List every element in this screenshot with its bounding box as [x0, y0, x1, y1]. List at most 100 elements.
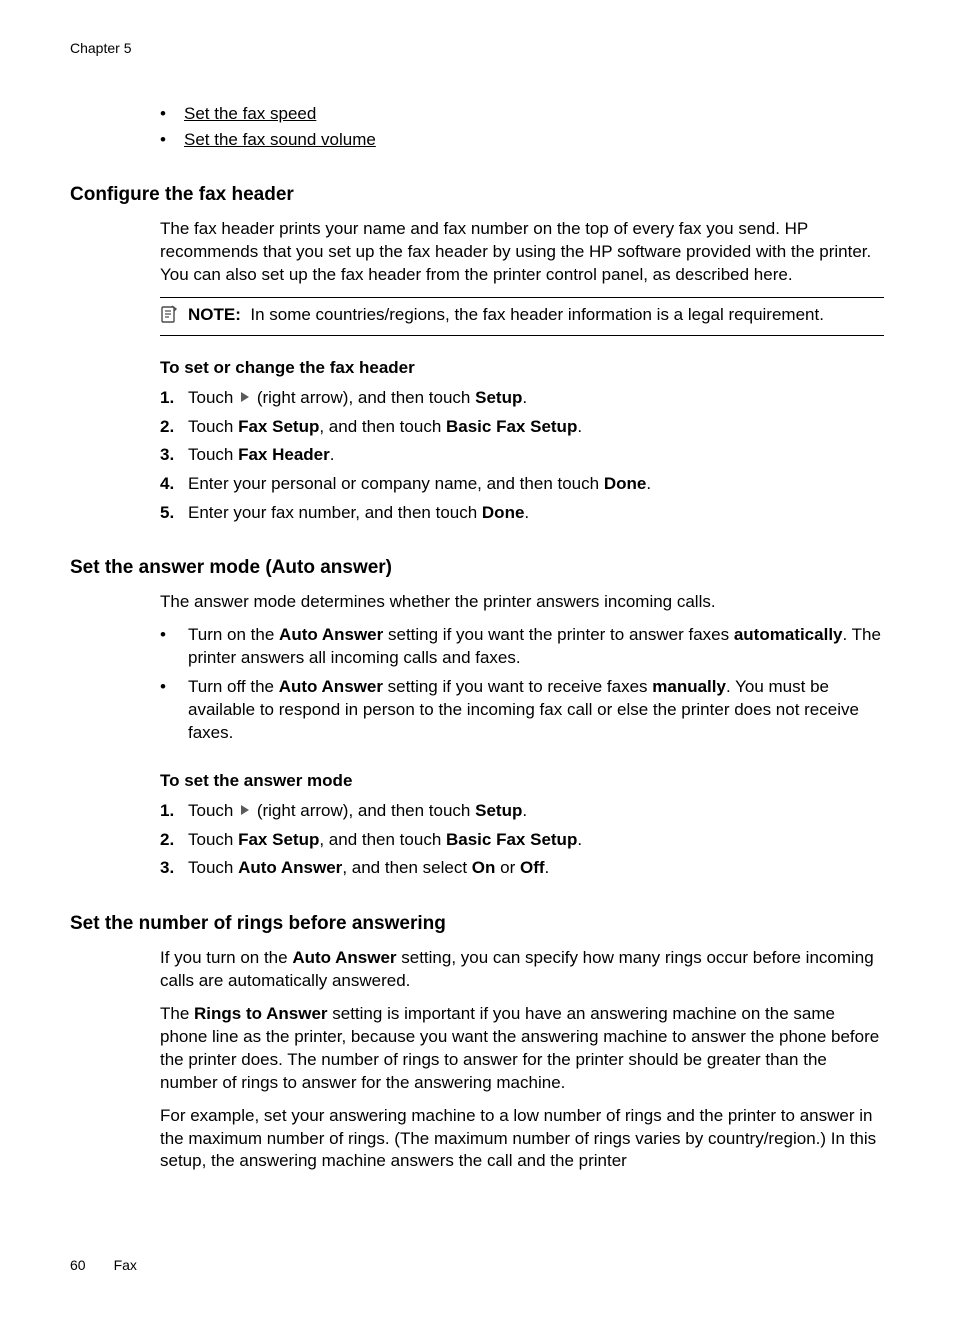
list-item: • Turn off the Auto Answer setting if yo… [160, 676, 884, 745]
text: Touch [188, 830, 238, 849]
list-item: 3. Touch Auto Answer, and then select On… [160, 856, 884, 881]
text: Turn on the [188, 625, 279, 644]
text: Enter your personal or company name, and… [188, 474, 604, 493]
list-item: 1. Touch (right arrow), and then touch S… [160, 386, 884, 411]
text-bold: Auto Answer [279, 677, 383, 696]
text: (right arrow), and then touch [252, 388, 475, 407]
page-footer: 60 Fax [70, 1257, 137, 1273]
text: (right arrow), and then touch [252, 801, 475, 820]
heading-set-answer-mode: Set the answer mode (Auto answer) [70, 557, 884, 579]
sub-heading: To set the answer mode [160, 771, 884, 791]
paragraph: The Rings to Answer setting is important… [160, 1003, 884, 1095]
text-bold: Rings to Answer [194, 1004, 328, 1023]
heading-set-rings-before-answering: Set the number of rings before answering [70, 913, 884, 935]
step-number: 2. [160, 415, 188, 440]
section-body: The answer mode determines whether the p… [160, 591, 884, 881]
text: Enter your fax number, and then touch [188, 503, 482, 522]
text-bold: manually [652, 677, 726, 696]
list-item: 3. Touch Fax Header. [160, 443, 884, 468]
text: Touch [188, 417, 238, 436]
text: . [330, 445, 335, 464]
text: . [522, 388, 527, 407]
text: Touch [188, 388, 238, 407]
list-item: 2. Touch Fax Setup, and then touch Basic… [160, 828, 884, 853]
text-bold: Basic Fax Setup [446, 830, 577, 849]
text-bold: Basic Fax Setup [446, 417, 577, 436]
sub-heading: To set or change the fax header [160, 358, 884, 378]
footer-section-name: Fax [114, 1257, 137, 1273]
bullet-icon: • [160, 104, 184, 124]
text: , and then select [342, 858, 471, 877]
text-bold: Done [482, 503, 525, 522]
note-icon [160, 304, 180, 329]
text-bold: Auto Answer [238, 858, 342, 877]
step-number: 4. [160, 472, 188, 497]
chapter-label: Chapter 5 [70, 40, 884, 56]
text: . [577, 830, 582, 849]
step-text: Touch Fax Setup, and then touch Basic Fa… [188, 828, 884, 853]
paragraph: The fax header prints your name and fax … [160, 218, 884, 287]
text-bold: automatically [734, 625, 843, 644]
bullet-icon: • [160, 130, 184, 150]
list-item: 1. Touch (right arrow), and then touch S… [160, 799, 884, 824]
text-bold: Setup [475, 388, 522, 407]
text: . [577, 417, 582, 436]
text-bold: Auto Answer [292, 948, 396, 967]
text: or [495, 858, 520, 877]
step-number: 2. [160, 828, 188, 853]
step-text: Enter your fax number, and then touch Do… [188, 501, 884, 526]
heading-configure-fax-header: Configure the fax header [70, 184, 884, 206]
step-text: Enter your personal or company name, and… [188, 472, 884, 497]
link-row: • Set the fax speed [160, 104, 884, 124]
section-body: If you turn on the Auto Answer setting, … [160, 947, 884, 1173]
text: , and then touch [319, 830, 446, 849]
step-text: Touch Fax Header. [188, 443, 884, 468]
right-arrow-icon [240, 799, 250, 824]
paragraph: The answer mode determines whether the p… [160, 591, 884, 614]
text-bold: Auto Answer [279, 625, 383, 644]
bullet-text: Turn off the Auto Answer setting if you … [188, 676, 884, 745]
list-item: 5. Enter your fax number, and then touch… [160, 501, 884, 526]
link-row: • Set the fax sound volume [160, 130, 884, 150]
top-links-list: • Set the fax speed • Set the fax sound … [160, 104, 884, 150]
page-number: 60 [70, 1257, 86, 1273]
step-number: 1. [160, 386, 188, 411]
text: setting if you want to receive faxes [383, 677, 652, 696]
section-body: The fax header prints your name and fax … [160, 218, 884, 525]
text: . [522, 801, 527, 820]
text: , and then touch [319, 417, 446, 436]
paragraph: For example, set your answering machine … [160, 1105, 884, 1174]
text: setting if you want the printer to answe… [383, 625, 734, 644]
text: Touch [188, 801, 238, 820]
text-bold: Done [604, 474, 647, 493]
unordered-list: • Turn on the Auto Answer setting if you… [160, 624, 884, 745]
text: . [545, 858, 550, 877]
text-bold: Setup [475, 801, 522, 820]
step-text: Touch (right arrow), and then touch Setu… [188, 799, 884, 824]
ordered-list: 1. Touch (right arrow), and then touch S… [160, 386, 884, 525]
step-number: 3. [160, 443, 188, 468]
text-bold: On [472, 858, 496, 877]
bullet-text: Turn on the Auto Answer setting if you w… [188, 624, 884, 670]
text-bold: Fax Setup [238, 830, 319, 849]
paragraph: If you turn on the Auto Answer setting, … [160, 947, 884, 993]
step-number: 5. [160, 501, 188, 526]
step-text: Touch Auto Answer, and then select On or… [188, 856, 884, 881]
text: . [524, 503, 529, 522]
step-number: 1. [160, 799, 188, 824]
text: The [160, 1004, 194, 1023]
step-text: Touch Fax Setup, and then touch Basic Fa… [188, 415, 884, 440]
list-item: • Turn on the Auto Answer setting if you… [160, 624, 884, 670]
list-item: 2. Touch Fax Setup, and then touch Basic… [160, 415, 884, 440]
text: . [646, 474, 651, 493]
step-number: 3. [160, 856, 188, 881]
text-bold: Fax Header [238, 445, 330, 464]
text: If you turn on the [160, 948, 292, 967]
step-text: Touch (right arrow), and then touch Setu… [188, 386, 884, 411]
link-set-fax-sound-volume[interactable]: Set the fax sound volume [184, 130, 376, 150]
note-label: NOTE: [188, 305, 241, 324]
text: Touch [188, 858, 238, 877]
note-box: NOTE: In some countries/regions, the fax… [160, 297, 884, 336]
bullet-icon: • [160, 624, 188, 647]
link-set-fax-speed[interactable]: Set the fax speed [184, 104, 316, 124]
